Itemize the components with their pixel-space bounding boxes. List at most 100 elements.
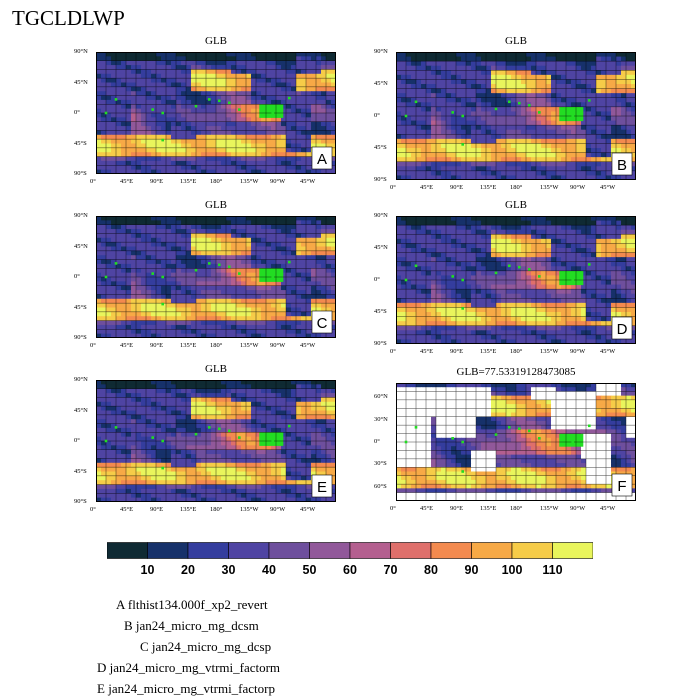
y-tick-label: 45°S <box>374 144 387 151</box>
x-tick-label: 45°E <box>120 342 134 349</box>
y-tick-label: 90°S <box>74 334 87 341</box>
colorbar-swatch <box>187 542 229 559</box>
x-tick-label: 90°W <box>270 178 286 185</box>
legend-entry-c: C jan24_micro_mg_dcsp <box>140 639 271 655</box>
map-panel-e: E <box>96 380 336 502</box>
x-tick-label: 90°E <box>450 184 464 191</box>
panel-letter: C <box>317 315 328 332</box>
y-tick-label: 90°N <box>374 212 388 219</box>
colorbar-level-label: 40 <box>262 563 276 577</box>
x-tick-label: 135°W <box>240 342 259 349</box>
x-tick-label: 135°W <box>540 505 559 512</box>
colorbar-swatch <box>228 542 270 559</box>
x-tick-label: 90°E <box>150 506 164 513</box>
colorbar-level-label: 30 <box>221 563 236 577</box>
x-tick-label: 90°E <box>450 505 464 512</box>
x-tick-label: 0° <box>390 184 396 191</box>
legend-entry-d: D jan24_micro_mg_vtrmi_factorm <box>97 660 280 676</box>
x-tick-label: 90°W <box>570 505 586 512</box>
y-tick-label: 45°N <box>74 242 88 250</box>
y-tick-label: 90°S <box>74 498 87 505</box>
legend-case-name: jan24_micro_mg_vtrmi_factorp <box>108 681 275 696</box>
x-tick-label: 45°W <box>600 505 616 512</box>
x-tick-label: 90°E <box>150 178 164 185</box>
x-tick-label: 180° <box>210 342 223 349</box>
x-tick-label: 0° <box>90 178 96 185</box>
x-tick-label: 135°E <box>180 506 197 513</box>
legend-case-name: flthist134.000f_xp2_revert <box>127 597 268 612</box>
x-tick-label: 135°E <box>480 184 497 191</box>
legend-letter: E <box>97 681 109 696</box>
x-tick-label: 90°E <box>150 342 164 349</box>
figure-title: TGCLDLWP <box>12 6 125 30</box>
y-tick-label: 90°N <box>374 48 388 55</box>
colorbar <box>107 542 593 559</box>
y-tick-label: 30°N <box>374 415 388 423</box>
y-tick-label: 0° <box>74 109 80 116</box>
x-tick-label: 0° <box>90 506 96 513</box>
x-tick-label: 45°W <box>300 178 316 185</box>
panel-title-a: GLB <box>205 35 227 47</box>
x-tick-label: 135°E <box>480 348 497 355</box>
colorbar-swatch <box>107 542 148 559</box>
x-tick-label: 135°W <box>540 348 559 355</box>
panel-title-f: GLB=77.53319128473085 <box>456 366 576 378</box>
legend-case-name: jan24_micro_mg_dcsp <box>151 639 272 654</box>
x-tick-label: 90°W <box>270 342 286 349</box>
y-tick-label: 45°N <box>374 244 388 251</box>
y-tick-label: 60°S <box>374 482 387 490</box>
colorbar-swatch <box>309 542 351 559</box>
map-panel-f: F <box>396 383 636 501</box>
x-tick-label: 180° <box>210 178 223 185</box>
x-tick-label: 180° <box>510 348 523 355</box>
x-tick-label: 45°E <box>420 184 434 191</box>
x-tick-label: 135°E <box>180 342 197 349</box>
y-tick-label: 45°S <box>74 139 87 147</box>
y-tick-label: 0° <box>74 437 80 444</box>
x-tick-label: 45°W <box>300 506 316 513</box>
y-tick-label: 0° <box>74 273 80 280</box>
x-tick-label: 45°E <box>120 178 134 185</box>
y-tick-label: 0° <box>374 438 380 445</box>
colorbar-level-label: 60 <box>343 563 357 577</box>
panel-letter: F <box>617 478 626 495</box>
x-tick-label: 90°W <box>270 506 286 513</box>
colorbar-swatch <box>147 542 189 559</box>
x-tick-label: 45°W <box>600 348 616 355</box>
x-tick-label: 0° <box>390 348 396 355</box>
colorbar-level-label: 70 <box>383 563 398 577</box>
x-tick-label: 180° <box>510 184 523 191</box>
colorbar-level-label: 110 <box>542 563 563 577</box>
y-tick-label: 90°N <box>74 376 88 383</box>
legend-case-name: jan24_micro_mg_vtrmi_factorm <box>109 660 281 675</box>
x-tick-label: 180° <box>210 506 223 513</box>
x-tick-label: 90°W <box>570 184 586 191</box>
panel-title-d: GLB <box>505 199 527 211</box>
colorbar-swatch <box>471 542 513 559</box>
panel-title-c: GLB <box>205 199 227 211</box>
y-tick-label: 45°S <box>374 308 387 315</box>
colorbar-level-label: 100 <box>501 563 523 577</box>
y-tick-label: 0° <box>374 276 380 283</box>
colorbar-swatch <box>268 542 310 559</box>
legend-letter: C <box>140 639 152 654</box>
legend-case-name: jan24_micro_mg_dcsm <box>135 618 259 633</box>
panel-letter: E <box>317 479 327 496</box>
colorbar-level-label: 90 <box>464 563 479 577</box>
legend-letter: A <box>116 597 128 612</box>
map-panel-c: C <box>96 216 336 338</box>
x-tick-label: 135°W <box>240 178 259 185</box>
colorbar-level-label: 20 <box>181 563 195 577</box>
x-tick-label: 135°W <box>240 506 259 513</box>
panel-letter: D <box>617 321 628 338</box>
y-tick-label: 90°S <box>374 340 387 347</box>
x-tick-label: 45°E <box>120 506 134 513</box>
panel-title-e: GLB <box>205 363 227 375</box>
x-tick-label: 135°E <box>180 178 197 185</box>
x-tick-label: 45°E <box>420 348 434 355</box>
colorbar-level-label: 10 <box>140 563 155 577</box>
x-tick-label: 45°W <box>600 184 616 191</box>
y-tick-label: 90°N <box>74 212 88 219</box>
colorbar-level-label: 50 <box>302 563 317 577</box>
y-tick-label: 0° <box>374 112 380 119</box>
